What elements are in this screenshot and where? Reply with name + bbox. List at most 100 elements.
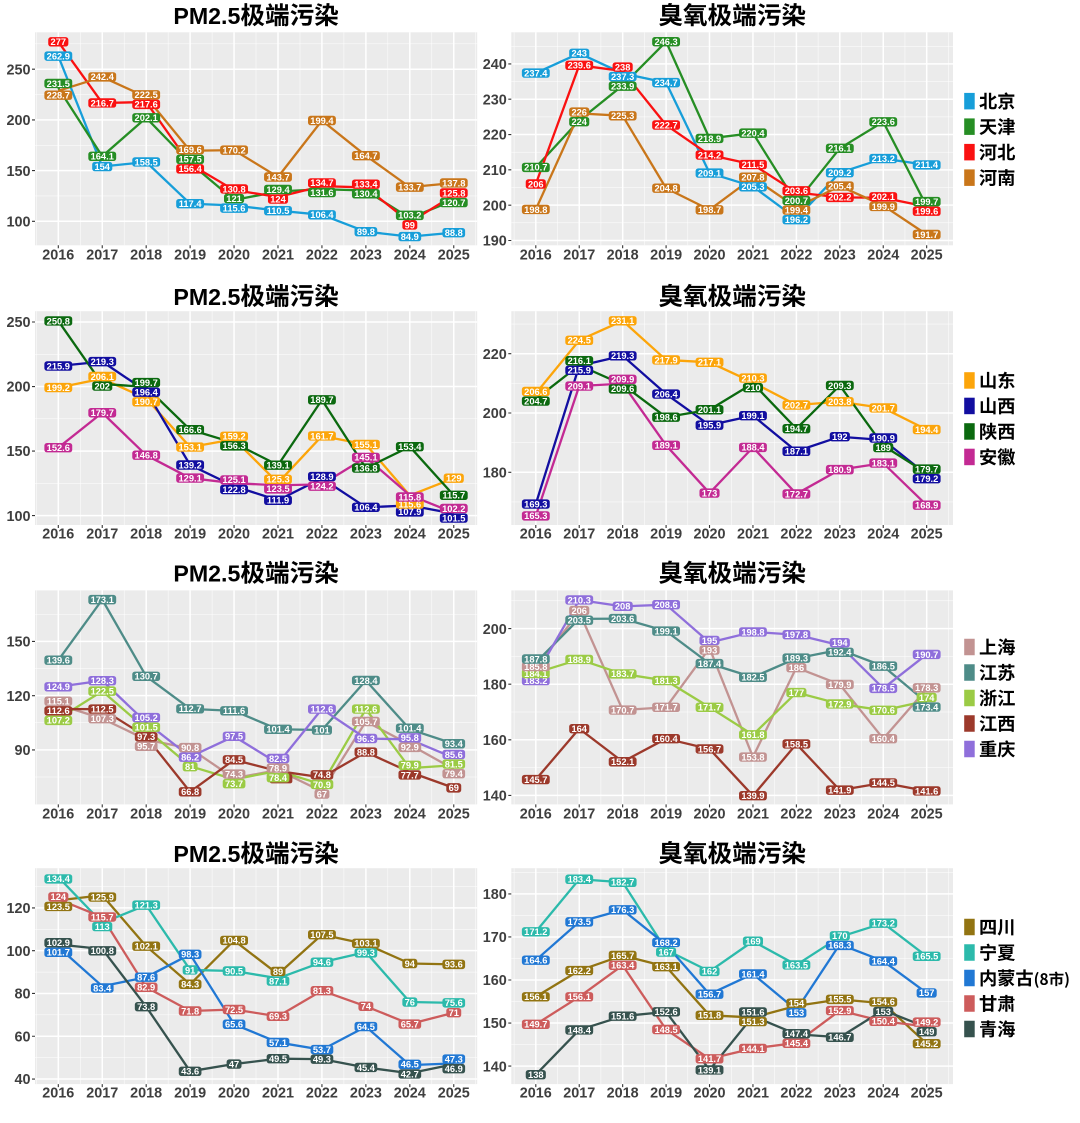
svg-text:199.4: 199.4 [785, 205, 809, 215]
svg-text:200: 200 [483, 198, 507, 214]
svg-text:148.4: 148.4 [568, 1025, 592, 1035]
svg-text:237.3: 237.3 [611, 72, 634, 82]
svg-text:228.7: 228.7 [47, 90, 70, 100]
svg-text:152.9: 152.9 [828, 1006, 851, 1016]
svg-text:198.6: 198.6 [654, 412, 677, 422]
svg-text:112.6: 112.6 [354, 704, 377, 714]
svg-text:125.8: 125.8 [442, 188, 465, 198]
svg-text:189.7: 189.7 [310, 395, 333, 405]
svg-text:217.1: 217.1 [698, 358, 721, 368]
svg-text:246.3: 246.3 [654, 37, 677, 47]
svg-text:156.1: 156.1 [568, 992, 591, 1002]
svg-text:150: 150 [6, 635, 30, 651]
svg-text:203.6: 203.6 [785, 186, 808, 196]
svg-text:209.2: 209.2 [828, 168, 851, 178]
svg-text:128.9: 128.9 [310, 472, 333, 482]
svg-text:2024: 2024 [394, 807, 426, 823]
svg-text:187.8: 187.8 [524, 654, 547, 664]
svg-text:49.5: 49.5 [269, 1054, 287, 1064]
svg-text:74.8: 74.8 [313, 770, 331, 780]
svg-text:121.3: 121.3 [135, 900, 158, 910]
svg-text:2023: 2023 [824, 526, 856, 542]
svg-text:180.9: 180.9 [828, 465, 851, 475]
svg-text:134.7: 134.7 [310, 178, 333, 188]
svg-text:203.6: 203.6 [611, 614, 634, 624]
svg-text:177: 177 [789, 688, 805, 698]
svg-text:153.1: 153.1 [178, 442, 201, 452]
svg-text:149.2: 149.2 [915, 1017, 938, 1027]
svg-text:85.6: 85.6 [445, 750, 463, 760]
svg-text:2019: 2019 [650, 248, 682, 264]
svg-text:100: 100 [6, 944, 30, 960]
svg-text:PM2.5: PM2.5 [173, 561, 240, 587]
svg-text:170: 170 [483, 930, 507, 946]
svg-text:97.5: 97.5 [225, 732, 243, 742]
svg-text:146.8: 146.8 [135, 451, 158, 461]
svg-text:125.3: 125.3 [266, 475, 289, 485]
svg-text:141.9: 141.9 [828, 785, 851, 795]
svg-text:181.3: 181.3 [654, 676, 677, 686]
svg-text:2017: 2017 [86, 807, 118, 823]
svg-text:152.6: 152.6 [654, 1007, 677, 1017]
svg-text:216.1: 216.1 [828, 144, 851, 154]
svg-text:46.9: 46.9 [445, 1064, 463, 1074]
svg-text:69.3: 69.3 [269, 1012, 287, 1022]
svg-text:47: 47 [229, 1059, 239, 1069]
svg-text:151.6: 151.6 [611, 1011, 634, 1021]
svg-text:206.1: 206.1 [91, 372, 114, 382]
svg-text:2016: 2016 [520, 807, 552, 823]
svg-text:84.9: 84.9 [401, 232, 419, 242]
svg-text:196.4: 196.4 [135, 388, 159, 398]
svg-text:79.9: 79.9 [401, 761, 419, 771]
svg-text:152.1: 152.1 [611, 757, 634, 767]
svg-text:2021: 2021 [262, 248, 294, 264]
svg-text:164.4: 164.4 [872, 956, 896, 966]
svg-text:172.9: 172.9 [828, 699, 851, 709]
svg-text:153: 153 [789, 1008, 805, 1018]
svg-text:199.7: 199.7 [135, 378, 158, 388]
svg-text:157: 157 [919, 988, 935, 998]
svg-text:200.7: 200.7 [785, 196, 808, 206]
svg-text:190.7: 190.7 [135, 397, 158, 407]
svg-text:250.8: 250.8 [47, 316, 70, 326]
svg-text:107.3: 107.3 [91, 714, 114, 724]
svg-text:99.3: 99.3 [357, 948, 375, 958]
svg-text:171.7: 171.7 [654, 703, 677, 713]
svg-text:183.2: 183.2 [524, 676, 547, 686]
svg-text:200: 200 [6, 380, 30, 396]
svg-text:101.5: 101.5 [442, 513, 465, 523]
svg-text:153: 153 [875, 1007, 891, 1017]
svg-text:2023: 2023 [824, 1085, 856, 1101]
svg-text:101.4: 101.4 [398, 724, 422, 734]
svg-text:97.3: 97.3 [137, 732, 155, 742]
svg-text:106.4: 106.4 [310, 210, 334, 220]
svg-text:144.1: 144.1 [741, 1044, 764, 1054]
svg-text:187.4: 187.4 [698, 659, 722, 669]
svg-text:2017: 2017 [86, 248, 118, 264]
svg-text:161.7: 161.7 [310, 431, 333, 441]
svg-text:49.3: 49.3 [313, 1055, 331, 1065]
svg-text:2018: 2018 [130, 1085, 162, 1101]
svg-text:163.5: 163.5 [785, 960, 808, 970]
svg-text:2020: 2020 [694, 526, 726, 542]
svg-text:57.1: 57.1 [269, 1038, 287, 1048]
svg-text:130.7: 130.7 [135, 672, 158, 682]
svg-text:176.3: 176.3 [611, 905, 634, 915]
svg-text:120: 120 [6, 689, 30, 705]
svg-text:206: 206 [528, 179, 544, 189]
svg-text:74: 74 [361, 1002, 372, 1012]
svg-text:145.1: 145.1 [354, 453, 377, 463]
svg-text:198.8: 198.8 [741, 627, 764, 637]
svg-text:88.8: 88.8 [445, 228, 463, 238]
svg-text:76: 76 [405, 997, 415, 1007]
svg-text:82.9: 82.9 [137, 983, 155, 993]
svg-text:150: 150 [6, 164, 30, 180]
svg-text:121: 121 [226, 194, 242, 204]
svg-text:172.7: 172.7 [785, 489, 808, 499]
svg-text:2022: 2022 [780, 1085, 812, 1101]
svg-text:193: 193 [702, 645, 718, 655]
svg-text:PM2.5: PM2.5 [173, 841, 240, 867]
svg-text:153.8: 153.8 [741, 752, 764, 762]
svg-text:183.7: 183.7 [611, 669, 634, 679]
svg-text:107.9: 107.9 [398, 507, 421, 517]
